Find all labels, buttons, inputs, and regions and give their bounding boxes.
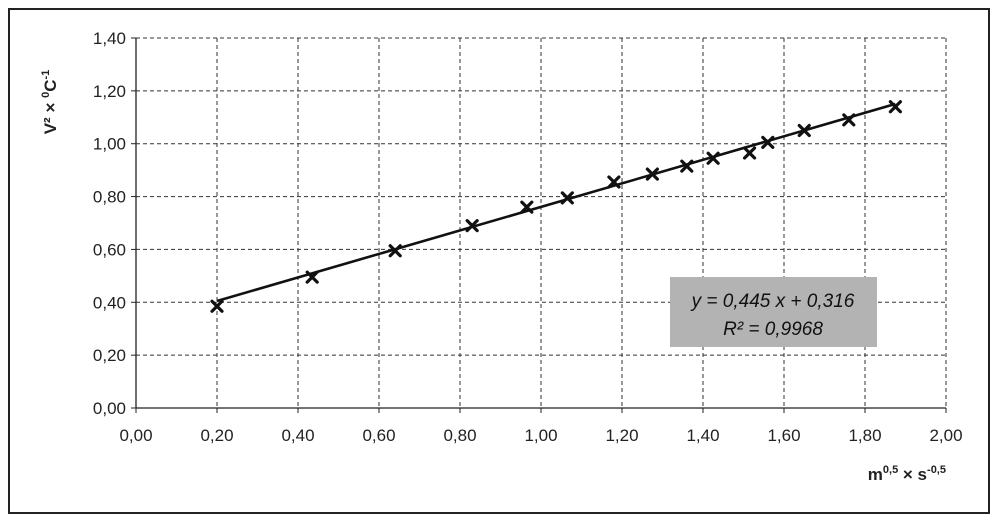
x-tick-labels: 0,00 0,20 0,40 0,60 0,80 1,00 1,20 1,40 1,60 1,80… <box>119 408 963 445</box>
equation-label: y = 0,445 x + 0,316 R² = 0,9968 <box>670 277 877 347</box>
y-title-base2: C <box>41 80 60 92</box>
x-tick-label: 1,80 <box>848 426 881 445</box>
grid-lines <box>136 37 947 408</box>
y-title-sup2: -1 <box>40 70 52 80</box>
y-tick-label: 0,80 <box>93 188 126 207</box>
y-tick-label: 1,20 <box>93 82 126 101</box>
scatter-chart: 0,00 0,20 0,40 0,60 0,80 1,00 1,20 1,40 0,00 0,2… <box>40 29 963 484</box>
x-title-sup2: -0,5 <box>927 464 946 476</box>
y-tick-label: 0,00 <box>93 399 126 418</box>
y-tick-labels: 0,00 0,20 0,40 0,60 0,80 1,00 1,20 1,40 <box>93 29 136 418</box>
data-point-marker <box>645 167 659 181</box>
data-point-marker <box>842 113 856 127</box>
y-tick-label: 0,40 <box>93 293 126 312</box>
y-tick-label: 0,20 <box>93 346 126 365</box>
data-point-marker <box>560 191 574 205</box>
equation-label-box <box>670 277 877 347</box>
x-tick-label: 0,00 <box>119 426 152 445</box>
y-title-sup1: 0 <box>40 92 52 98</box>
y-axis-title: V² × 0C-1 <box>40 70 60 135</box>
y-tick-label: 1,40 <box>93 29 126 48</box>
x-title-base1: m <box>868 465 883 484</box>
x-tick-label: 1,40 <box>686 426 719 445</box>
data-point-marker <box>761 135 775 149</box>
data-point-marker <box>888 100 902 114</box>
data-points <box>210 100 902 313</box>
data-point-marker <box>680 159 694 173</box>
x-tick-label: 0,20 <box>200 426 233 445</box>
x-tick-label: 1,00 <box>524 426 557 445</box>
trendline-path <box>216 102 896 303</box>
data-point-marker <box>305 270 319 284</box>
y-tick-label: 0,60 <box>93 240 126 259</box>
data-point-marker <box>706 151 720 165</box>
r-squared: R² = 0,9968 <box>723 319 823 340</box>
data-point-marker <box>607 175 621 189</box>
data-point-marker <box>797 123 811 138</box>
y-title-mid: × <box>41 98 60 117</box>
trendline <box>216 102 896 303</box>
data-point-marker <box>742 146 757 160</box>
trendline-equation: y = 0,445 x + 0,316 <box>690 291 855 312</box>
y-title-base1: V² <box>41 117 60 134</box>
data-point-marker <box>210 299 224 313</box>
chart-frame: 0,00 0,20 0,40 0,60 0,80 1,00 1,20 1,40 0,00 0,2… <box>8 8 990 514</box>
data-point-marker <box>388 244 402 258</box>
x-tick-label: 0,40 <box>281 426 314 445</box>
x-title-mid: × s <box>898 465 927 484</box>
x-tick-label: 1,20 <box>605 426 638 445</box>
x-tick-label: 0,60 <box>362 426 395 445</box>
x-tick-label: 0,80 <box>443 426 476 445</box>
x-title-sup1: 0,5 <box>883 464 898 476</box>
x-tick-label: 2,00 <box>929 426 962 445</box>
data-point-marker <box>520 200 534 214</box>
y-tick-label: 1,00 <box>93 135 126 154</box>
x-tick-label: 1,60 <box>767 426 800 445</box>
x-axis-title: m0,5 × s-0,5 <box>868 464 946 484</box>
data-point-marker <box>465 219 479 233</box>
